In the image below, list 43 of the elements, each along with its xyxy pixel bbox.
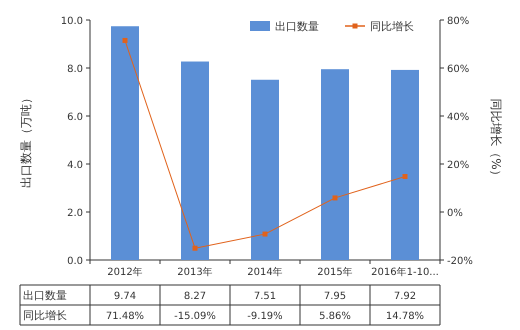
y2-tick-label: 40%: [447, 112, 470, 123]
bar: [391, 70, 419, 260]
y-tick-label: 0.0: [67, 256, 83, 267]
data-label: 7.95: [324, 291, 346, 302]
legend-label: 出口数量: [275, 20, 319, 33]
y-tick-label: 2.0: [67, 208, 83, 219]
legend-label: 同比增长: [370, 20, 414, 33]
point: [122, 38, 128, 43]
point: [262, 232, 268, 237]
y2-tick-label: 0%: [447, 208, 463, 219]
point: [192, 246, 198, 251]
data-label: -15.09%: [174, 311, 216, 322]
y2-axis-title: 同比增长（%）: [489, 98, 503, 182]
x-tick-label: 2014年: [247, 266, 283, 278]
y2-tick-label: 60%: [447, 64, 470, 75]
y-axis-title: 出口数量（万吨）: [19, 92, 33, 188]
data-label: 14.78%: [386, 311, 424, 322]
y-tick-label: 10.0: [60, 16, 83, 27]
y-tick-label: 4.0: [67, 160, 83, 171]
data-label: 9.74: [114, 291, 136, 302]
y-tick-label: 6.0: [67, 112, 83, 123]
text: 同比增长: [23, 309, 67, 322]
y2-tick-label: 20%: [447, 160, 470, 171]
bar: [251, 80, 279, 260]
x-tick-label: 2012年: [107, 266, 143, 278]
x-tick-label: 2015年: [317, 266, 353, 278]
data-label: 5.86%: [319, 311, 351, 322]
point: [332, 195, 338, 200]
x-tick-label: 2013年: [177, 266, 213, 278]
data-label: 7.92: [394, 291, 416, 302]
bar: [111, 26, 139, 260]
data-label: 71.48%: [106, 311, 144, 322]
y2-tick-label: 80%: [447, 16, 470, 27]
text: 出口数量: [23, 289, 67, 302]
data-label: -9.19%: [247, 311, 283, 322]
y-tick-label: 8.0: [67, 64, 83, 75]
x-tick-label: 2016年1-10...: [371, 266, 439, 278]
data-label: 7.51: [254, 291, 276, 302]
y2-tick-label: -20%: [447, 256, 473, 267]
point: [402, 174, 408, 180]
data-label: 8.27: [184, 291, 206, 302]
bar: [321, 69, 349, 260]
bar: [181, 62, 209, 260]
